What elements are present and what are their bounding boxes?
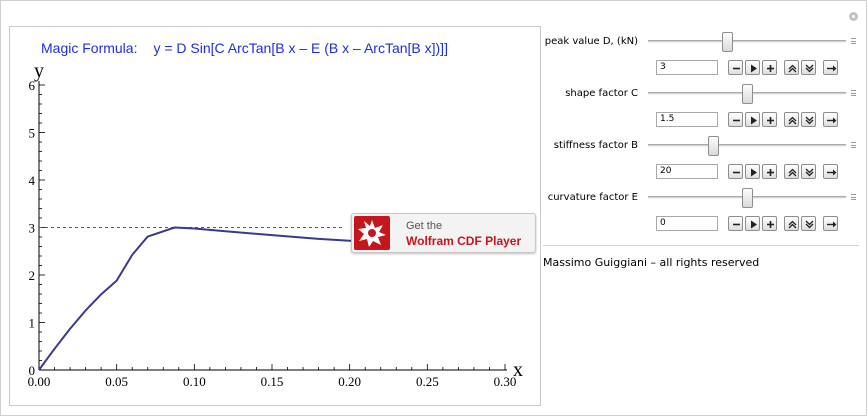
copyright-text: Massimo Guiggiani – all rights reserved — [543, 256, 760, 269]
control-label-stiffness-factor: stiffness factor B — [553, 140, 638, 151]
x-tick-label: 0.25 — [416, 374, 439, 389]
x-axis-label: x — [513, 359, 523, 381]
direction-button[interactable] — [823, 164, 838, 179]
divider — [543, 245, 859, 246]
plot-panel: 0.00 0.05 0.10 0.15 0.20 0.25 0.30 0 1 2 3 4 5 6 x y Ma… — [9, 26, 541, 406]
direction-button[interactable] — [823, 60, 838, 75]
step-back-button[interactable] — [728, 164, 743, 179]
title-prefix: Magic Formula: — [41, 40, 138, 56]
formula-text: y = D Sin[C ArcTan[B x – E (B x – ArcTan… — [153, 40, 448, 56]
x-tick-label: 0.15 — [261, 374, 284, 389]
play-button[interactable] — [745, 60, 760, 75]
step-back-button[interactable] — [728, 216, 743, 231]
cdf-badge-line2: Wolfram CDF Player — [406, 234, 522, 248]
plot-title: Magic Formula: y = D Sin[C ArcTan[B x – E… — [41, 40, 448, 56]
y-tick-label: 0 — [29, 363, 36, 378]
y-tick-label: 2 — [29, 268, 36, 283]
slider-curvature-factor[interactable] — [648, 188, 846, 208]
slider-shape-factor[interactable] — [648, 84, 846, 104]
expand-plus-icon[interactable] — [851, 90, 856, 96]
slower-button[interactable] — [801, 112, 816, 127]
faster-button[interactable] — [784, 164, 799, 179]
slider-stiffness-factor[interactable] — [648, 136, 846, 156]
y-tick-label: 5 — [29, 126, 36, 141]
control-label-shape-factor: shape factor C — [565, 88, 638, 99]
slower-button[interactable] — [801, 216, 816, 231]
play-button[interactable] — [745, 164, 760, 179]
series-curve — [38, 226, 506, 371]
step-forward-button[interactable] — [762, 164, 777, 179]
value-field-stiffness-factor[interactable]: 20 — [656, 164, 718, 179]
direction-button[interactable] — [823, 112, 838, 127]
cdf-badge-line1: Get the — [406, 220, 443, 232]
slider-thumb[interactable] — [742, 188, 753, 208]
options-gear-icon[interactable] — [849, 12, 858, 21]
expand-plus-icon[interactable] — [851, 38, 856, 44]
cdf-player-badge[interactable]: Get the Wolfram CDF Player — [351, 213, 536, 253]
value-field-peak-value[interactable]: 3 — [656, 60, 718, 75]
expand-plus-icon[interactable] — [851, 142, 856, 148]
step-forward-button[interactable] — [762, 60, 777, 75]
x-tick-label: 0.10 — [183, 374, 206, 389]
y-axis-label: y — [34, 60, 44, 82]
x-tick-label: 0.20 — [338, 374, 361, 389]
step-back-button[interactable] — [728, 112, 743, 127]
slower-button[interactable] — [801, 164, 816, 179]
expand-plus-icon[interactable] — [851, 194, 856, 200]
y-tick-label: 1 — [29, 316, 36, 331]
value-field-curvature-factor[interactable]: 0 — [656, 216, 718, 231]
play-button[interactable] — [745, 112, 760, 127]
faster-button[interactable] — [784, 216, 799, 231]
step-forward-button[interactable] — [762, 112, 777, 127]
slider-peak-value[interactable] — [648, 32, 846, 52]
step-back-button[interactable] — [728, 60, 743, 75]
y-tick-label: 6 — [29, 78, 36, 93]
slider-thumb[interactable] — [742, 84, 753, 104]
y-tick-label: 3 — [29, 221, 36, 236]
slider-thumb[interactable] — [722, 32, 734, 52]
y-tick-label: 4 — [29, 173, 36, 188]
direction-button[interactable] — [823, 216, 838, 231]
play-button[interactable] — [745, 216, 760, 231]
value-field-shape-factor[interactable]: 1.5 — [656, 112, 718, 127]
control-label-curvature-factor: curvature factor E — [547, 192, 638, 203]
x-tick-label: 0.00 — [28, 374, 51, 389]
plot-area: 0.00 0.05 0.10 0.15 0.20 0.25 0.30 0 1 2 3 4 5 6 x y — [28, 60, 523, 389]
control-label-peak-value: peak value D, (kN) — [544, 36, 638, 47]
x-tick-label: 0.05 — [105, 374, 128, 389]
faster-button[interactable] — [784, 112, 799, 127]
faster-button[interactable] — [784, 60, 799, 75]
slower-button[interactable] — [801, 60, 816, 75]
wolfram-spikey-icon — [354, 216, 390, 250]
slider-thumb[interactable] — [708, 136, 720, 156]
step-forward-button[interactable] — [762, 216, 777, 231]
x-tick-label: 0.30 — [494, 374, 517, 389]
